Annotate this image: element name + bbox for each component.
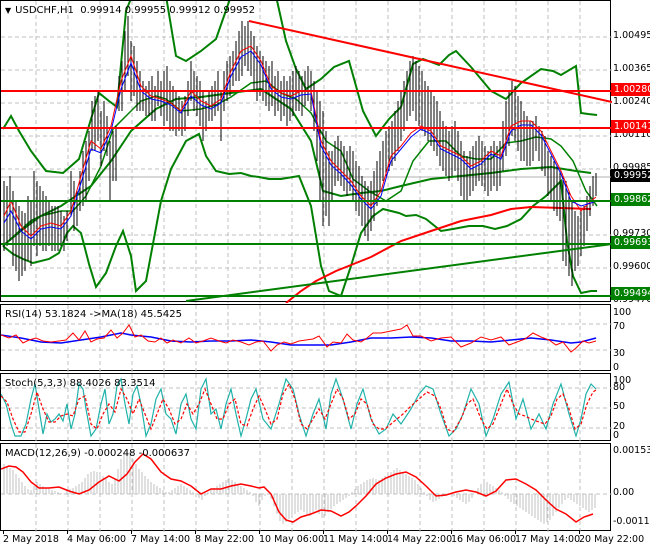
time-tick-mark	[67, 530, 68, 534]
ohlc-values: 0.99914 0.99955 0.99912 0.99952	[80, 5, 256, 16]
price-tick: 1.00495	[613, 30, 650, 41]
stochastic-label: Stoch(5,3,3) 88.4026 83.3514	[5, 378, 156, 389]
rsi-label: RSI(14) 53.1824 ->MA(18) 45.5425	[5, 309, 182, 320]
time-label: 20 May 22:00	[579, 534, 645, 545]
stoch-tick: 50	[613, 401, 626, 412]
macd-tick: -0.001149	[613, 516, 650, 527]
stoch-tick: 100	[613, 375, 632, 386]
stoch-tick: 0	[613, 430, 620, 441]
resistance-level-tag: 1.00280	[611, 83, 650, 96]
rsi-tick: 0	[613, 362, 620, 373]
price-tick: 0.99985	[613, 162, 650, 173]
time-label: 8 May 22:00	[195, 534, 255, 545]
time-label: 10 May 06:00	[259, 534, 325, 545]
time-tick-mark	[515, 530, 516, 534]
symbol-label: USDCHF,H1	[15, 5, 74, 16]
stoch-tick: 80	[613, 382, 626, 393]
price-chart-svg	[1, 1, 612, 303]
stochastic-panel[interactable]: Stoch(5,3,3) 88.4026 83.3514 100 80 50 2…	[0, 373, 650, 442]
symbol-header: ▼ USDCHF,H1 0.99914 0.99955 0.99912 0.999…	[5, 5, 255, 16]
price-tick: 1.00110	[613, 129, 650, 140]
support-level-tag: 0.99494	[611, 287, 650, 300]
macd-label: MACD(12,26,9) -0.000248 -0.000637	[5, 448, 190, 459]
rsi-plot-area[interactable]: RSI(14) 53.1824 ->MA(18) 45.5425	[0, 304, 612, 372]
time-tick-mark	[451, 530, 452, 534]
time-label: 2 May 2018	[3, 534, 59, 545]
macd-plot-area[interactable]: MACD(12,26,9) -0.000248 -0.000637	[0, 443, 612, 532]
price-tick: 1.00240	[613, 96, 650, 107]
rsi-chart-svg	[1, 305, 612, 372]
time-tick-mark	[3, 530, 4, 534]
resistance-level-tag: 1.00141	[611, 120, 650, 133]
price-tick: 0.99600	[613, 261, 650, 272]
time-tick-mark	[195, 530, 196, 534]
price-tick: 1.00365	[613, 63, 650, 74]
rsi-tick: 30	[613, 348, 626, 359]
price-plot-area[interactable]: ▼ USDCHF,H1 0.99914 0.99955 0.99912 0.999…	[0, 0, 612, 303]
stoch-tick: 20	[613, 421, 626, 432]
price-panel[interactable]: ▼ USDCHF,H1 0.99914 0.99955 0.99912 0.999…	[0, 0, 650, 305]
rsi-tick: 100	[613, 307, 632, 318]
time-label: 4 May 06:00	[67, 534, 127, 545]
time-tick-mark	[579, 530, 580, 534]
rsi-panel[interactable]: RSI(14) 53.1824 ->MA(18) 45.5425 100 70 …	[0, 304, 650, 373]
macd-tick: 0.00	[613, 487, 635, 498]
time-label: 14 May 22:00	[387, 534, 453, 545]
time-tick-mark	[259, 530, 260, 534]
macd-panel[interactable]: MACD(12,26,9) -0.000248 -0.000637 0.0015…	[0, 443, 650, 532]
current-price-tag: 0.99952	[611, 169, 650, 182]
stochastic-chart-svg	[1, 374, 612, 442]
time-tick-mark	[387, 530, 388, 534]
support-level-tag: 0.99862	[611, 193, 650, 206]
support-level-tag: 0.99693	[611, 236, 650, 249]
macd-tick: 0.001532	[613, 445, 650, 456]
time-tick-mark	[131, 530, 132, 534]
time-label: 16 May 06:00	[451, 534, 517, 545]
stochastic-plot-area[interactable]: Stoch(5,3,3) 88.4026 83.3514	[0, 373, 612, 442]
price-tick: 0.99730	[613, 228, 650, 239]
macd-chart-svg	[1, 444, 612, 532]
time-label: 11 May 14:00	[323, 534, 389, 545]
time-label: 7 May 14:00	[131, 534, 191, 545]
rsi-tick: 70	[613, 321, 626, 332]
triangle-down-icon[interactable]: ▼	[5, 6, 12, 15]
time-label: 17 May 14:00	[515, 534, 581, 545]
time-tick-mark	[323, 530, 324, 534]
